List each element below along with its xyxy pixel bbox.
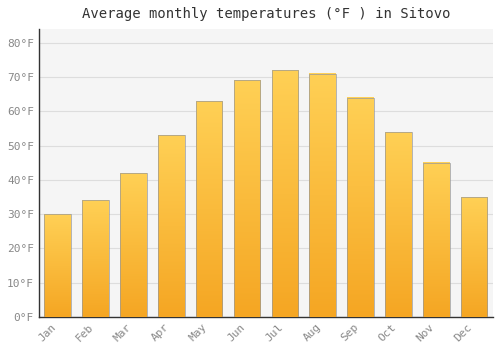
Bar [82,200,109,317]
Bar [461,197,487,317]
Bar [348,98,374,317]
Bar [385,132,411,317]
Bar [272,70,298,317]
Bar [234,80,260,317]
Bar [310,74,336,317]
Bar [423,163,450,317]
Bar [196,101,222,317]
Bar [44,214,71,317]
Bar [120,173,146,317]
Title: Average monthly temperatures (°F ) in Sitovo: Average monthly temperatures (°F ) in Si… [82,7,450,21]
Bar [158,135,184,317]
